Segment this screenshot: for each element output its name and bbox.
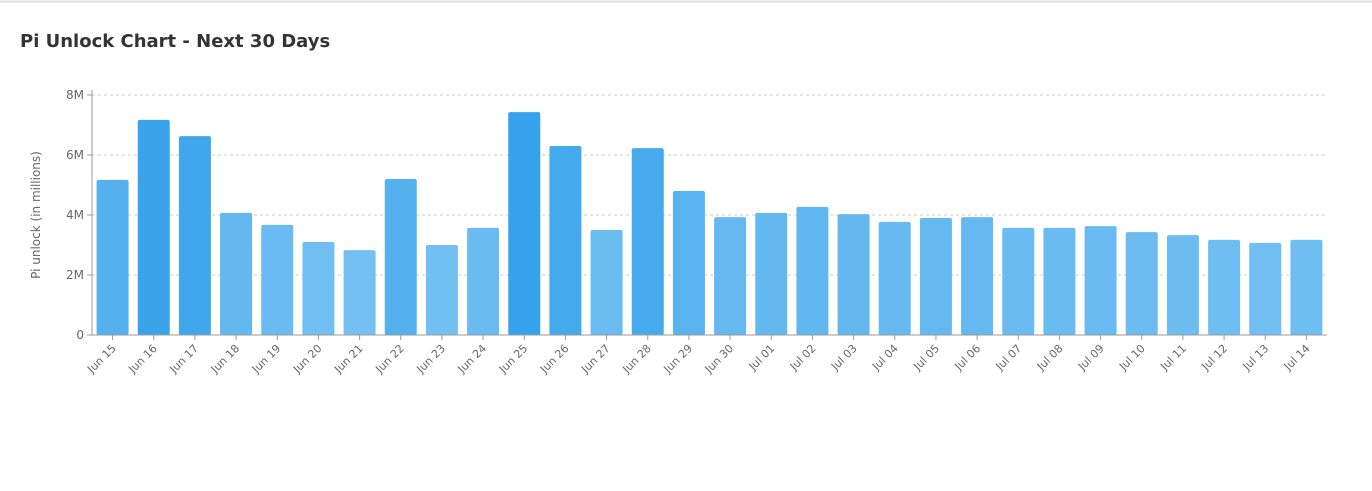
- bar: [1290, 239, 1323, 335]
- x-tick-label: Jun 30: [702, 342, 736, 376]
- bar: [672, 191, 705, 335]
- bar: [261, 224, 294, 335]
- x-tick-label: Jul 05: [910, 342, 942, 374]
- bar: [631, 148, 664, 335]
- bar: [384, 179, 417, 335]
- x-tick-label: Jun 15: [84, 342, 118, 376]
- bar: [1043, 227, 1076, 335]
- x-tick-label: Jun 19: [249, 342, 283, 376]
- bar: [755, 212, 788, 335]
- bar: [961, 217, 994, 335]
- y-tick-label: 2M: [66, 268, 84, 282]
- y-axis-label: Pi unlock (in millions): [29, 151, 43, 279]
- x-tick-label: Jun 17: [167, 342, 201, 376]
- y-tick-label: 4M: [66, 208, 84, 222]
- bar: [590, 230, 623, 335]
- x-tick-label: Jul 06: [952, 342, 984, 374]
- bar: [137, 119, 170, 336]
- x-tick-label: Jul 07: [993, 342, 1025, 374]
- bar: [1002, 227, 1035, 335]
- bar: [1208, 239, 1241, 335]
- x-tick-label: Jul 13: [1240, 342, 1272, 374]
- bar: [220, 212, 253, 335]
- bar: [302, 242, 335, 335]
- x-tick-label: Jul 12: [1199, 342, 1231, 374]
- x-tick-label: Jul 01: [746, 342, 778, 374]
- x-tick-label: Jul 02: [787, 342, 819, 374]
- x-tick-label: Jul 10: [1116, 342, 1148, 374]
- bar: [796, 206, 829, 335]
- chart-title: Pi Unlock Chart - Next 30 Days: [20, 31, 330, 52]
- x-tick-label: Jun 28: [619, 342, 653, 376]
- x-tick-label: Jun 18: [208, 342, 242, 376]
- x-tick-label: Jun 21: [331, 342, 365, 376]
- bar: [343, 250, 376, 335]
- x-tick-label: Jun 20: [290, 342, 324, 376]
- x-tick-label: Jul 11: [1157, 342, 1189, 374]
- x-tick-label: Jul 14: [1281, 342, 1313, 374]
- x-tick-label: Jun 24: [455, 342, 489, 376]
- bar: [425, 245, 458, 335]
- x-tick-label: Jul 08: [1034, 342, 1066, 374]
- x-tick-label: Jun 26: [537, 342, 571, 376]
- bar: [714, 217, 747, 335]
- y-tick-label: 6M: [66, 148, 84, 162]
- x-tick-label: Jun 16: [125, 342, 159, 376]
- x-tick-label: Jun 25: [496, 342, 530, 376]
- x-tick-label: Jun 29: [661, 342, 695, 376]
- x-tick-label: Jul 03: [828, 342, 860, 374]
- bar: [1249, 242, 1282, 335]
- bar: [178, 136, 211, 335]
- bar: [1084, 226, 1117, 335]
- bar: [837, 214, 870, 335]
- bar: [467, 227, 500, 335]
- x-tick-label: Jul 09: [1075, 342, 1107, 374]
- bar: [919, 218, 952, 335]
- bar: [1125, 232, 1158, 335]
- bar: [878, 221, 911, 335]
- x-tick-label: Jun 22: [372, 342, 406, 376]
- x-tick-label: Jun 27: [578, 342, 612, 376]
- bar: [508, 112, 541, 335]
- bar: [1166, 235, 1199, 335]
- bar: [96, 179, 129, 335]
- y-tick-label: 8M: [66, 88, 84, 102]
- x-tick-label: Jul 04: [869, 342, 901, 374]
- y-tick-label: 0: [76, 328, 84, 342]
- x-tick-label: Jun 23: [414, 342, 448, 376]
- bar: [549, 146, 582, 335]
